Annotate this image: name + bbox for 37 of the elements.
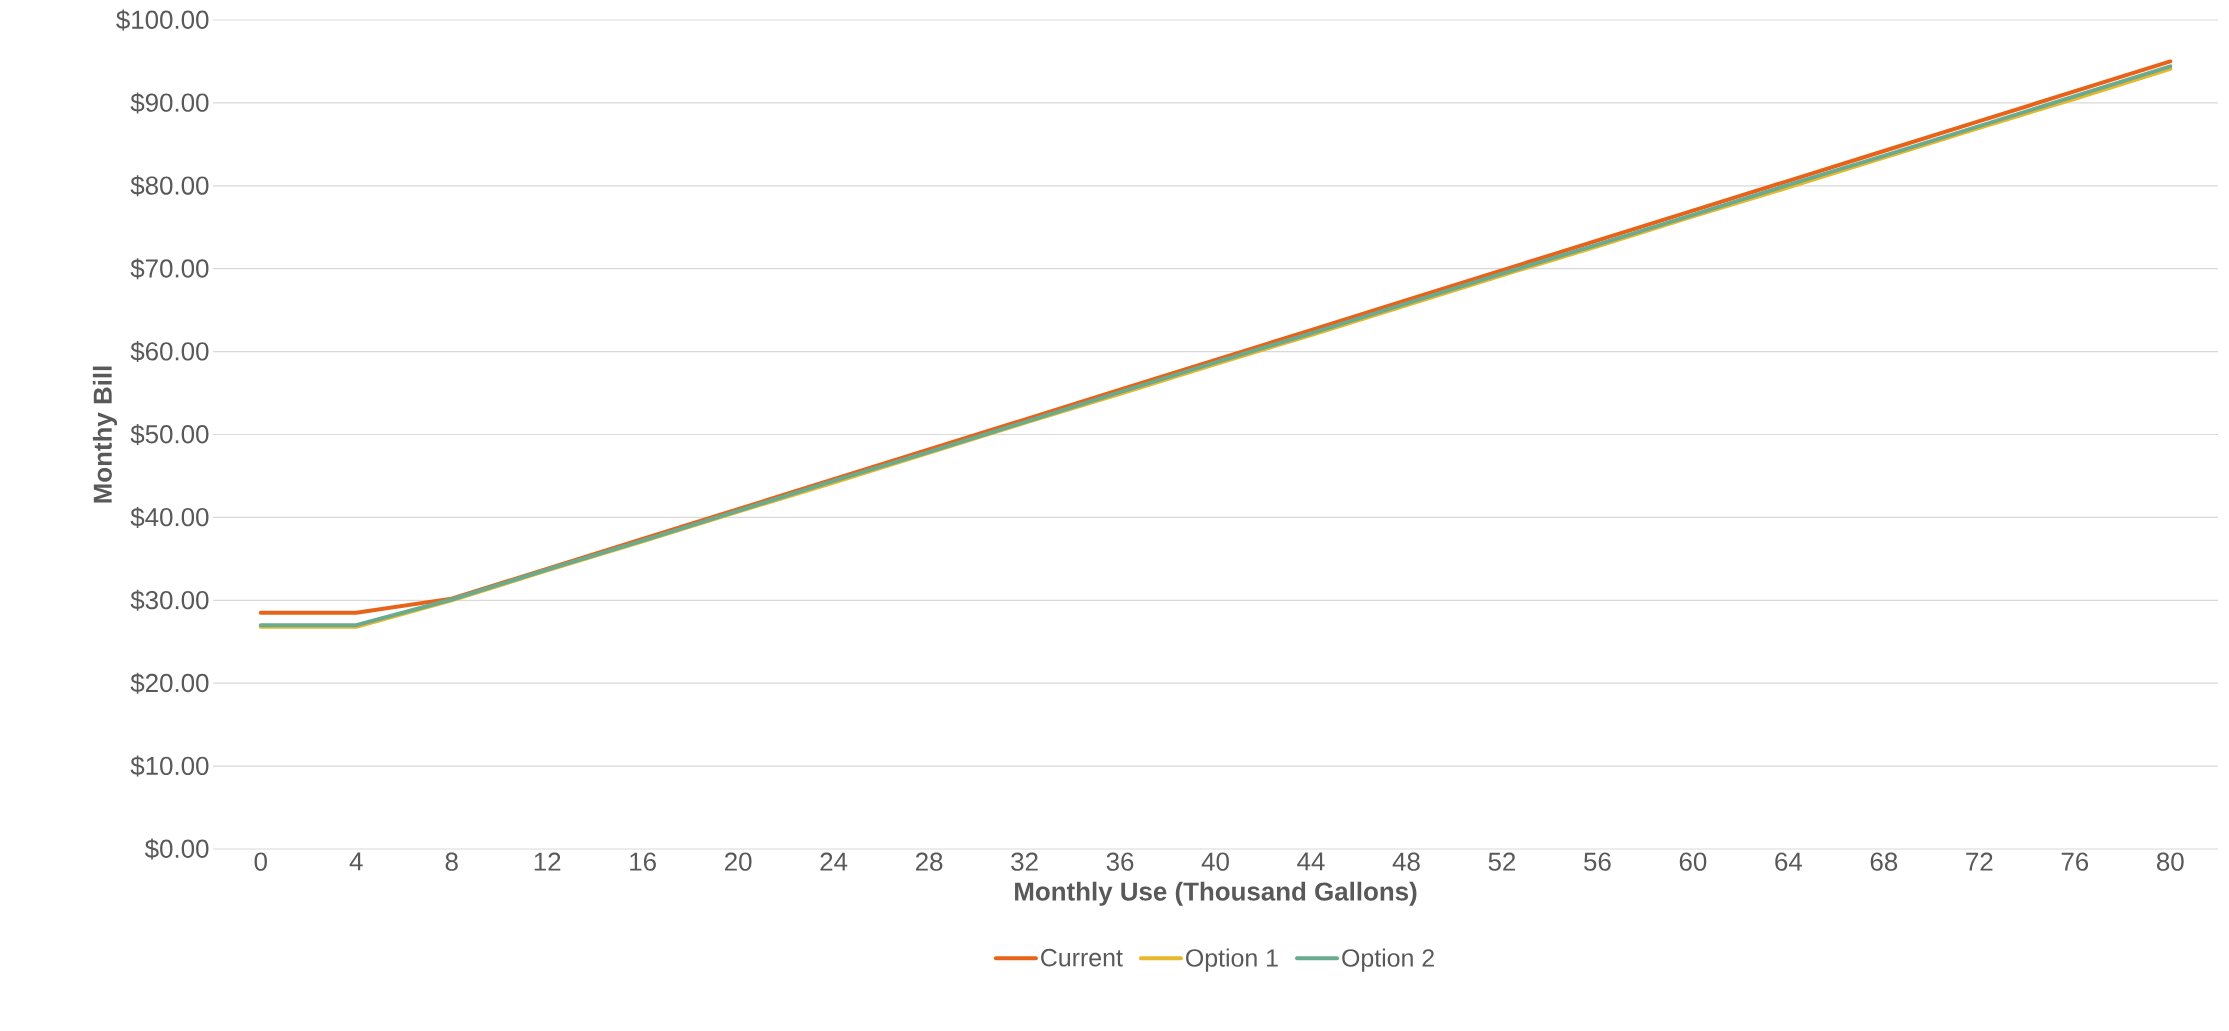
y-tick-label: $100.00 xyxy=(116,9,209,31)
x-tick-label: 32 xyxy=(1011,852,1038,871)
x-tick-label: 40 xyxy=(1201,852,1229,871)
x-tick-label: 64 xyxy=(1775,852,1803,871)
x-tick-label: 76 xyxy=(2061,852,2089,871)
y-tick-label: $60.00 xyxy=(130,341,209,363)
x-tick-label: 52 xyxy=(1488,852,1516,871)
x-tick-label: 0 xyxy=(254,852,267,871)
x-tick-label: 16 xyxy=(630,852,656,871)
x-tick-label: 60 xyxy=(1679,852,1707,871)
legend-label: Current xyxy=(1041,948,1123,967)
x-tick-label: 36 xyxy=(1106,852,1134,871)
y-tick-label: $40.00 xyxy=(130,506,209,528)
y-tick-label: $90.00 xyxy=(130,92,209,114)
y-tick-label: $20.00 xyxy=(130,672,209,694)
x-tick-label: 20 xyxy=(725,852,752,871)
y-axis-title: Monthy Bill xyxy=(92,366,118,503)
x-tick-label: 8 xyxy=(445,852,458,871)
x-tick-label: 24 xyxy=(820,852,848,871)
x-tick-label: 72 xyxy=(1966,852,1993,871)
y-tick-label: $70.00 xyxy=(130,258,209,280)
x-tick-label: 44 xyxy=(1297,852,1325,871)
x-tick-label: 48 xyxy=(1392,852,1420,871)
y-tick-label: $80.00 xyxy=(130,175,209,197)
y-tick-label: $30.00 xyxy=(130,589,209,611)
x-tick-label: 4 xyxy=(349,852,363,871)
x-axis-title: Monthly Use (Thousand Gallons) xyxy=(1015,881,1417,906)
y-tick-label: $10.00 xyxy=(130,755,209,777)
x-tick-label: 80 xyxy=(2156,852,2184,871)
y-tick-label: $50.00 xyxy=(130,424,209,445)
legend-label: Option 2 xyxy=(1342,948,1434,972)
y-tick-label: $0.00 xyxy=(144,838,209,860)
legend-label: Option 1 xyxy=(1186,948,1278,972)
x-tick-label: 28 xyxy=(915,852,943,871)
x-tick-label: 68 xyxy=(1870,852,1898,871)
x-tick-label: 12 xyxy=(534,852,561,871)
x-tick-label: 56 xyxy=(1584,852,1611,871)
